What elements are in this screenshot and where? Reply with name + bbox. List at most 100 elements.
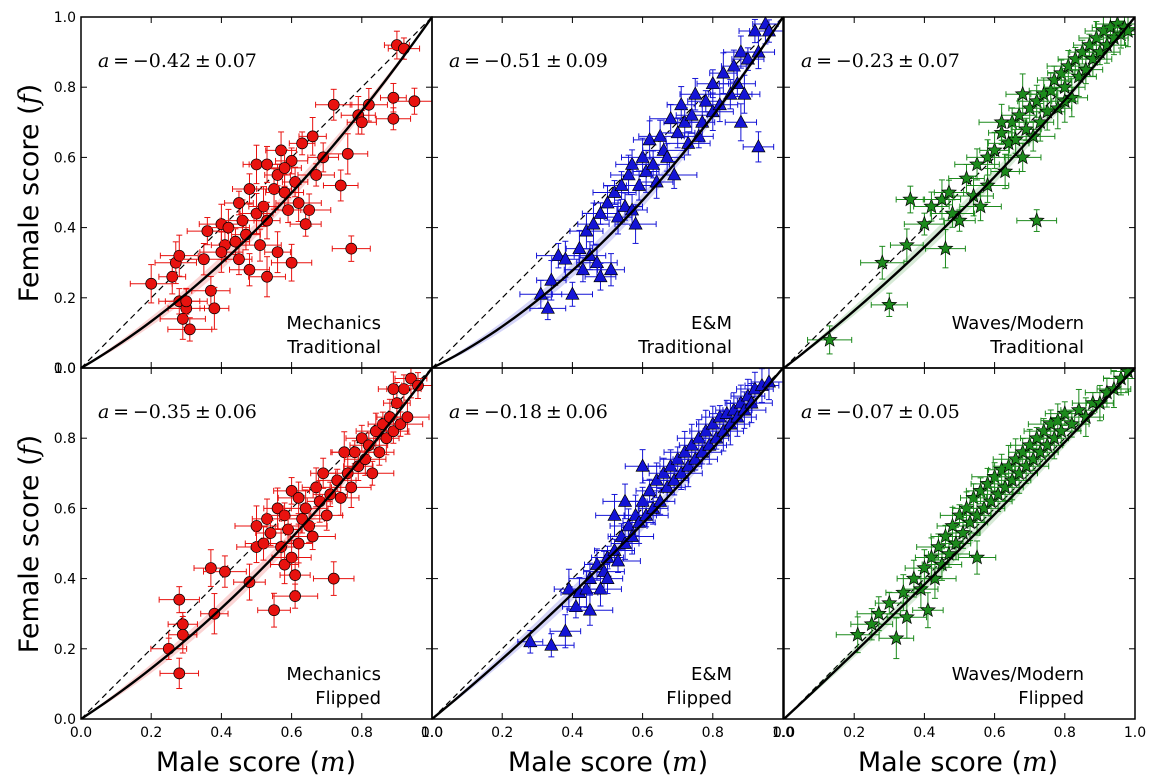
data-point [639, 163, 654, 177]
course-label: Mechanics [286, 313, 381, 334]
data-point [401, 411, 414, 423]
data-point [698, 93, 713, 107]
fit-parameter-label: a = −0.42 ± 0.07 [98, 50, 257, 72]
course-label: Mechanics [286, 664, 381, 685]
data-point [264, 527, 277, 539]
data-point [285, 551, 298, 564]
fit-curve [432, 17, 783, 368]
data-point [705, 75, 720, 90]
data-point [663, 111, 678, 125]
data-point [888, 629, 905, 646]
data-point [628, 216, 643, 230]
data-point [180, 295, 193, 308]
data-point [278, 162, 291, 174]
data-point [233, 197, 245, 209]
data-point [366, 467, 379, 480]
data-point [1011, 106, 1028, 123]
data-point [173, 593, 186, 606]
data-point [254, 239, 266, 251]
x-tick-label: 0.0 [70, 725, 92, 741]
data-point [607, 184, 622, 198]
data-point [278, 186, 291, 199]
x-axis-title-col-1: Male score (m) [156, 747, 356, 777]
x-tick-label: 0.2 [140, 725, 162, 741]
data-point [947, 535, 965, 551]
data-point [303, 204, 315, 216]
error-bars [742, 131, 775, 163]
data-point [733, 44, 748, 58]
data-point [586, 216, 601, 230]
data-points [835, 368, 1135, 660]
data-point [617, 493, 633, 507]
data-point [684, 107, 699, 121]
data-point [930, 538, 947, 554]
fit-parameter-label: a = −0.07 ± 0.05 [801, 401, 960, 423]
data-point [940, 545, 958, 561]
data-point [310, 169, 323, 181]
data-point [219, 565, 231, 578]
data-point [289, 569, 301, 581]
data-point [1105, 380, 1123, 396]
data-point [551, 247, 566, 262]
data-point [173, 667, 186, 680]
data-point [610, 209, 626, 223]
x-axis-title-col-2: Male score (m) [508, 747, 708, 777]
data-point [268, 183, 280, 195]
data-point [1077, 61, 1094, 77]
data-point [257, 200, 270, 213]
data-point [285, 155, 298, 167]
data-point [600, 570, 615, 584]
fit-parameter-label: a = −0.51 ± 0.09 [449, 50, 608, 72]
data-point [849, 626, 866, 642]
data-point [243, 263, 256, 276]
data-point [1028, 212, 1045, 228]
y-tick-label: 0.4 [54, 221, 76, 237]
panel-6: 0.0 0.2 0.4 0.6 0.8 1.0 a = −0.07 ± 0.05 Waves/… [773, 367, 1146, 741]
course-label: Waves/Modern [952, 664, 1084, 685]
data-point [610, 553, 626, 567]
data-point [208, 302, 221, 315]
data-point [278, 558, 291, 571]
fit-curve [784, 368, 1135, 719]
data-point [733, 114, 748, 128]
data-point [635, 458, 650, 472]
fit-parameter-label: a = −0.18 ± 0.06 [449, 401, 608, 423]
data-point [261, 158, 273, 171]
data-point [292, 537, 305, 550]
data-point [268, 604, 280, 617]
data-point [881, 594, 898, 611]
data-point [986, 141, 1003, 158]
data-point [162, 642, 175, 655]
course-label: E&M [691, 313, 732, 334]
data-point [923, 198, 940, 214]
y-tick-label: 1.0 [54, 361, 76, 377]
data-point [299, 218, 312, 230]
y-tick-label: 0.2 [54, 291, 76, 307]
section-label: Traditional [637, 337, 732, 358]
data-point [540, 300, 555, 314]
data-point [334, 492, 347, 504]
data-point [387, 112, 400, 125]
x-tick-label: 0.4 [913, 725, 935, 741]
data-point [544, 272, 559, 286]
data-point [881, 296, 898, 312]
data-point [558, 251, 573, 265]
data-point [327, 98, 340, 111]
data-point [624, 156, 640, 170]
data-point [1119, 22, 1135, 38]
data-point [902, 191, 919, 207]
x-tick-label: 0.8 [351, 725, 373, 741]
section-label: Traditional [286, 337, 381, 358]
data-point [405, 372, 417, 385]
data-point [940, 184, 958, 200]
section-label: Traditional [989, 337, 1084, 358]
data-point [1014, 148, 1031, 165]
y-axis-title-row-2: Female score (f) [14, 435, 45, 653]
identity-line [80, 16, 433, 369]
data-point [233, 253, 245, 266]
data-point [565, 286, 580, 300]
data-point [387, 425, 400, 438]
data-point [320, 509, 333, 522]
data-point [726, 58, 741, 72]
data-point [660, 149, 675, 163]
